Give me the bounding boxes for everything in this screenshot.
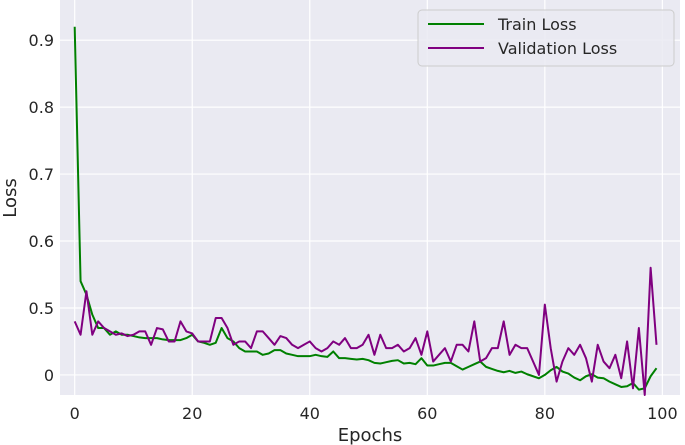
x-tick-label: 60 (417, 404, 437, 423)
y-tick-label: 0.5 (29, 299, 54, 318)
legend-label-train: Train Loss (497, 15, 577, 34)
x-tick-label: 20 (182, 404, 202, 423)
y-tick-label: 0.7 (29, 165, 54, 184)
y-tick-label: 0.9 (29, 31, 54, 50)
y-tick-labels: 0 0.5 0.6 0.7 0.8 0.9 (29, 31, 54, 385)
legend-label-validation: Validation Loss (498, 39, 617, 58)
y-tick-label: 0 (44, 366, 54, 385)
x-tick-label: 80 (535, 404, 555, 423)
y-tick-label: 0.8 (29, 98, 54, 117)
x-tick-labels: 0 20 40 60 80 100 (70, 404, 678, 423)
y-tick-label: 0.6 (29, 232, 54, 251)
x-axis-label: Epochs (338, 425, 403, 445)
x-tick-label: 100 (647, 404, 678, 423)
x-tick-label: 0 (70, 404, 80, 423)
y-axis-label: Loss (0, 178, 21, 217)
grid (60, 0, 680, 395)
x-tick-label: 40 (300, 404, 320, 423)
legend: Train Loss Validation Loss (417, 9, 675, 67)
series-line-validation-loss (73, 266, 658, 396)
series-lines (73, 26, 658, 396)
